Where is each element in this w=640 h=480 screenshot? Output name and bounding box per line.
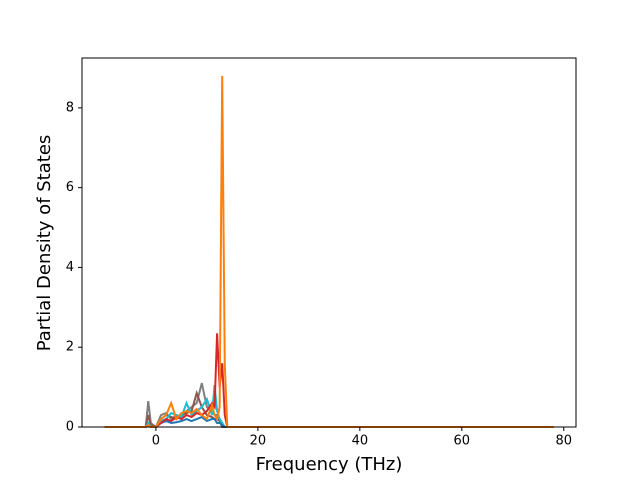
y-tick-label: 0: [66, 420, 74, 435]
y-tick-label: 2: [66, 340, 74, 355]
x-tick-label: 80: [555, 434, 572, 449]
x-tick-label: 40: [352, 434, 369, 449]
x-tick-label: 20: [250, 434, 267, 449]
y-tick-label: 4: [66, 260, 74, 275]
y-axis-label: Partial Density of States: [34, 135, 55, 352]
y-tick-label: 6: [66, 180, 74, 195]
y-tick-label: 8: [66, 100, 74, 115]
x-tick-label: 60: [454, 434, 471, 449]
plot-frame: [81, 57, 577, 428]
x-tick-label: 0: [152, 434, 160, 449]
x-axis-label: Frequency (THz): [256, 454, 403, 475]
